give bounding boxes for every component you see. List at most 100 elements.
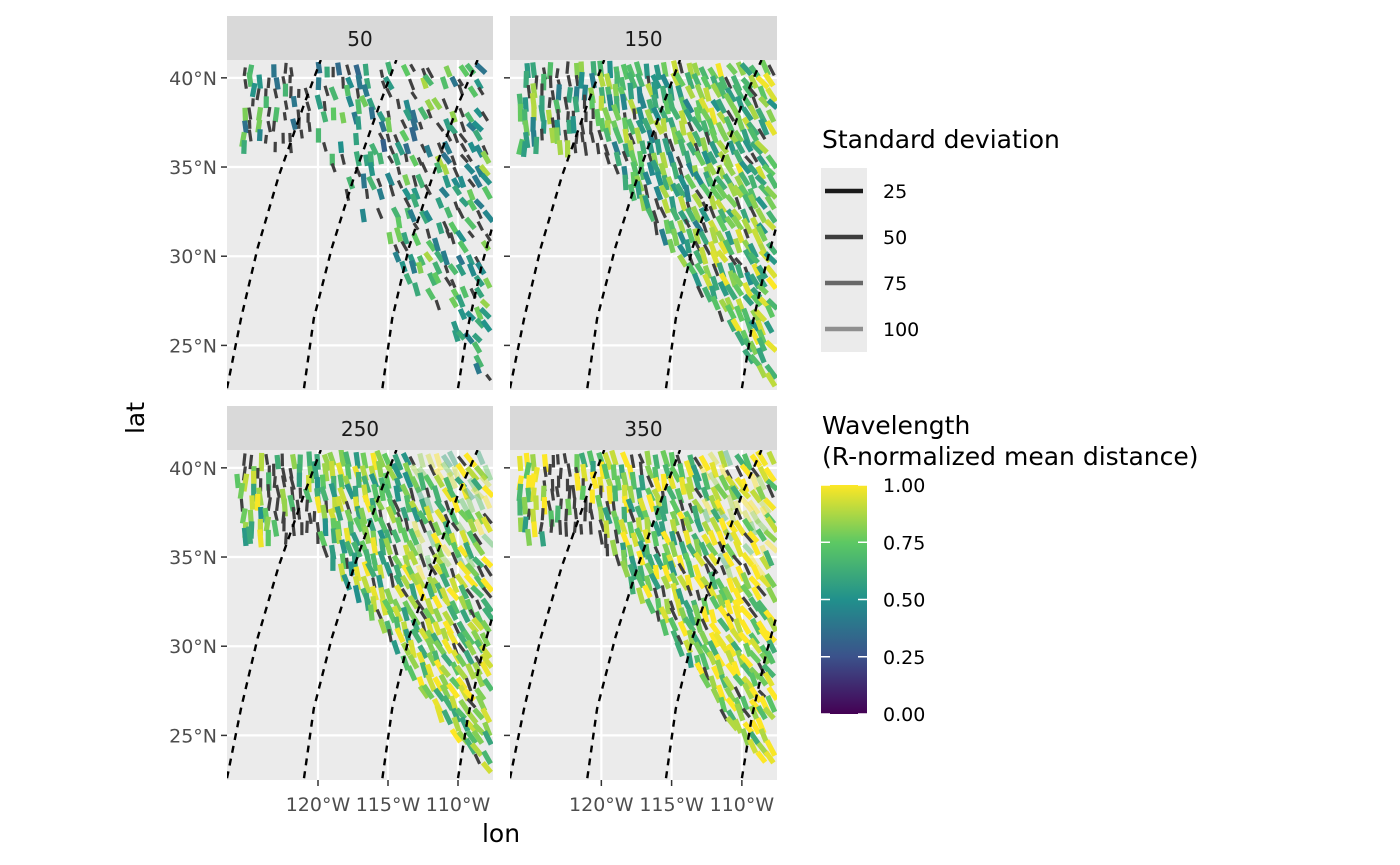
stress-segment xyxy=(709,186,724,203)
colorbar-label-1.00: 1.00 xyxy=(883,475,925,497)
stress-segment xyxy=(683,516,693,533)
stress-segment xyxy=(337,474,345,490)
stress-segment xyxy=(572,142,578,154)
stress-segment xyxy=(566,119,573,134)
stress-segment xyxy=(290,95,298,108)
stress-segment xyxy=(415,599,425,612)
stress-segment xyxy=(749,328,762,346)
stress-segment xyxy=(420,76,429,90)
stress-segment xyxy=(290,118,299,131)
stress-segment xyxy=(400,451,412,467)
stress-segment xyxy=(645,207,657,223)
stress-segment xyxy=(709,595,721,610)
stress-segment xyxy=(744,155,754,166)
dashed-reference-curve xyxy=(456,229,493,389)
stress-segment xyxy=(698,246,709,265)
stress-segments xyxy=(239,61,493,382)
stress-segment xyxy=(449,577,460,594)
facet-strip xyxy=(510,16,777,60)
stress-segment xyxy=(274,484,281,499)
stress-segment xyxy=(695,589,702,601)
stress-segment xyxy=(482,721,493,737)
stress-segment xyxy=(374,450,386,469)
stress-segment xyxy=(687,502,695,514)
stress-segment xyxy=(322,100,327,112)
stress-segment xyxy=(731,554,743,567)
stress-segment xyxy=(365,561,377,579)
stress-segment xyxy=(455,294,466,309)
stress-segment xyxy=(448,221,460,235)
stress-segment xyxy=(403,628,412,644)
stress-segment xyxy=(669,510,680,527)
stress-segment xyxy=(556,139,564,156)
stress-segment xyxy=(241,140,247,154)
stress-segment xyxy=(454,573,469,590)
dashed-reference-curve xyxy=(510,60,606,389)
stress-segment xyxy=(481,606,493,623)
stress-segment xyxy=(686,629,696,646)
stress-segment xyxy=(702,666,711,681)
stress-segment xyxy=(463,452,478,468)
stress-segment xyxy=(455,263,467,277)
stress-segment xyxy=(451,184,463,197)
stress-segment xyxy=(459,142,468,153)
stress-segment xyxy=(598,461,606,480)
stress-segment xyxy=(717,450,728,469)
stress-segment xyxy=(683,184,692,203)
stress-segment xyxy=(606,94,614,112)
stress-segment xyxy=(484,233,492,243)
stress-segment xyxy=(674,182,687,199)
stress-segment xyxy=(474,286,485,299)
stress-segment xyxy=(263,516,272,532)
stress-segment xyxy=(457,595,469,611)
stress-segment xyxy=(305,520,309,534)
stress-segment xyxy=(339,111,347,124)
stress-segment xyxy=(321,545,329,558)
stress-segment xyxy=(446,604,459,621)
stress-segment xyxy=(765,694,777,713)
stress-segment xyxy=(474,62,488,75)
stress-segment xyxy=(714,198,728,214)
stress-segment xyxy=(724,599,734,615)
stress-segment xyxy=(684,71,695,90)
stress-segment xyxy=(748,606,758,619)
stress-segment xyxy=(450,521,460,532)
stress-segment xyxy=(638,461,644,477)
stress-segment xyxy=(746,530,760,544)
stress-segment xyxy=(748,521,758,537)
stress-segment xyxy=(755,604,769,621)
stress-segment xyxy=(353,451,361,470)
stress-segment xyxy=(692,473,702,491)
stress-segment xyxy=(764,339,777,353)
stress-segment xyxy=(480,516,493,534)
stress-segment xyxy=(690,115,704,133)
stress-segment xyxy=(755,750,768,764)
stress-segment xyxy=(393,133,400,145)
stress-segment xyxy=(289,475,296,491)
stress-segment xyxy=(574,472,582,491)
stress-segment xyxy=(765,276,777,291)
stress-segment xyxy=(741,596,751,608)
stress-segment xyxy=(748,632,761,646)
stress-segment xyxy=(556,109,561,121)
stress-segment xyxy=(464,639,477,656)
stress-segment xyxy=(749,488,763,504)
stress-segment xyxy=(416,255,426,267)
stress-segment xyxy=(464,216,477,231)
stress-segment xyxy=(485,373,493,382)
stress-segment xyxy=(428,464,437,477)
stress-segment xyxy=(675,531,684,545)
panel-plot-area xyxy=(227,60,493,390)
stress-segment xyxy=(740,571,752,590)
stress-segment xyxy=(455,254,466,266)
stress-segment xyxy=(701,497,714,516)
stress-segment xyxy=(579,485,586,501)
stress-segment xyxy=(757,127,767,140)
stress-segment xyxy=(380,139,388,153)
stress-segment xyxy=(766,297,777,311)
stress-segment xyxy=(685,560,695,578)
stress-segment xyxy=(441,486,455,503)
stress-segment xyxy=(424,629,438,645)
stress-segment xyxy=(409,126,418,142)
stress-segment xyxy=(613,516,622,535)
